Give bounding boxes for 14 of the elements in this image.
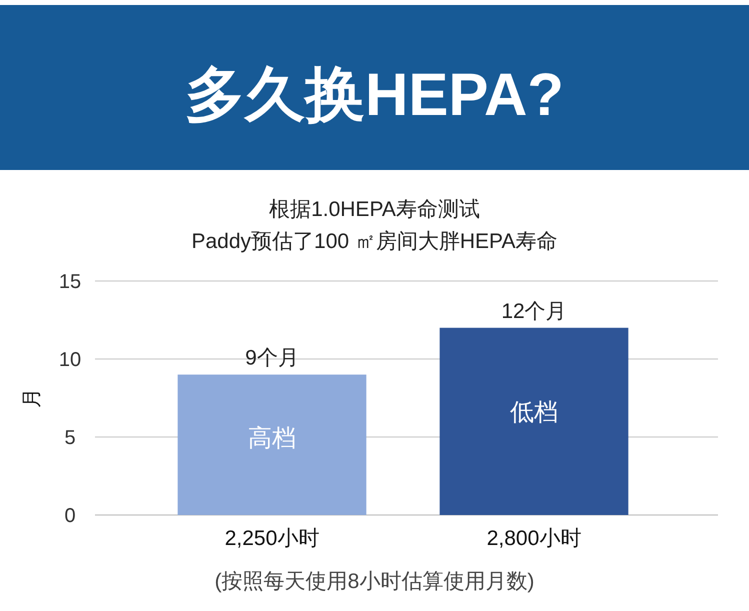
y-tick-label: 5 [64, 427, 76, 449]
data-label: 12个月 [501, 300, 567, 323]
y-tick-label: 15 [58, 271, 82, 293]
x-tick-label: 2,800小时 [486, 527, 582, 550]
y-tick-label: 0 [64, 505, 76, 527]
text: (按照每天使用8小时估算使用月数) [214, 570, 534, 593]
annotation: 低档 [510, 399, 558, 426]
x-tick-label: 2,250小时 [224, 527, 320, 550]
chart-subtitle: 根据1.0HEPA寿命测试 Paddy预估了100 ㎡房间大胖HEPA寿命 [191, 198, 558, 253]
y-axis-title: 月 [21, 388, 43, 408]
y-tick-label: 10 [58, 349, 82, 371]
chart-title: 多久换HEPA? [185, 61, 564, 128]
annotation: 高档 [248, 424, 296, 452]
data-label: 9个月 [245, 346, 299, 370]
